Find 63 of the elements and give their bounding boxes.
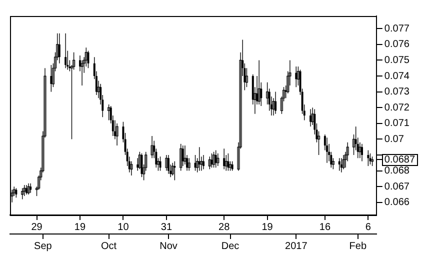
y-tick-label: 0.072 bbox=[384, 102, 410, 114]
candlestick bbox=[50, 64, 52, 92]
candlestick bbox=[116, 123, 118, 146]
candlestick bbox=[369, 153, 372, 165]
candlestick bbox=[361, 144, 364, 162]
x2-tick-label: Dec bbox=[221, 240, 240, 252]
candlestick bbox=[58, 33, 60, 64]
candlestick bbox=[227, 153, 230, 172]
x2-tick-label: 2017 bbox=[285, 240, 308, 252]
candlestick bbox=[367, 150, 370, 166]
x2-tick-label: Nov bbox=[160, 240, 178, 252]
y-tick-label: 0.076 bbox=[384, 39, 410, 50]
candlestick bbox=[212, 151, 216, 168]
candlestick bbox=[223, 148, 226, 170]
candlestick bbox=[23, 184, 26, 196]
candlestick bbox=[30, 183, 32, 194]
x-tick-label: 29 bbox=[31, 222, 43, 233]
y-tick-label: 0.068 bbox=[384, 166, 410, 177]
candlestick bbox=[216, 153, 220, 166]
x-tick-label: 31 bbox=[160, 222, 172, 233]
y-tick-label: 0.071 bbox=[384, 118, 410, 130]
candlestick bbox=[202, 154, 204, 170]
candlestick bbox=[27, 183, 30, 195]
candlestick bbox=[165, 154, 168, 172]
x-tick-label: 6 bbox=[365, 222, 372, 233]
candlestick bbox=[326, 137, 328, 164]
x2-tick-label: Feb bbox=[349, 240, 367, 252]
y-tick-label: 0.066 bbox=[384, 197, 410, 208]
candlestick bbox=[210, 153, 213, 168]
candlestick bbox=[310, 108, 312, 127]
y-tick-label: 0.07 bbox=[384, 134, 404, 145]
candlestick bbox=[130, 160, 133, 176]
candlestick bbox=[258, 60, 260, 105]
candlestick bbox=[180, 144, 182, 172]
y-tick-label: 0.067 bbox=[384, 181, 410, 192]
x2-tick-label: Oct bbox=[101, 240, 117, 252]
candlestick bbox=[80, 60, 84, 86]
candlestick bbox=[231, 160, 234, 172]
candlestick bbox=[174, 160, 176, 181]
candlestick bbox=[159, 156, 162, 172]
candlestick bbox=[21, 188, 24, 200]
candlestick bbox=[87, 50, 90, 68]
candlestick bbox=[168, 154, 170, 174]
y-tick-label: 0.074 bbox=[384, 70, 410, 82]
x-tick-label: 28 bbox=[218, 222, 230, 233]
x-tick-label: 19 bbox=[74, 222, 86, 233]
y-tick-label: 0.077 bbox=[384, 23, 410, 34]
x2-tick-label: Sep bbox=[34, 240, 52, 252]
candlestick bbox=[274, 91, 277, 114]
x-tick-label: 19 bbox=[262, 222, 274, 233]
candlestick bbox=[295, 66, 298, 88]
y-tick-label: 0.073 bbox=[384, 86, 410, 98]
candlestick bbox=[188, 158, 190, 172]
y-tick-label: 0.075 bbox=[384, 54, 410, 66]
candlestick bbox=[245, 68, 248, 88]
candlestick bbox=[342, 154, 345, 170]
candlestick bbox=[108, 104, 110, 121]
x-tick-label: 10 bbox=[118, 222, 130, 233]
candlestick bbox=[64, 33, 67, 68]
candlestick bbox=[140, 153, 143, 178]
y-tick-label: 0.0687 bbox=[384, 154, 416, 166]
candlestick bbox=[208, 156, 211, 170]
x-tick-label: 16 bbox=[319, 222, 331, 233]
